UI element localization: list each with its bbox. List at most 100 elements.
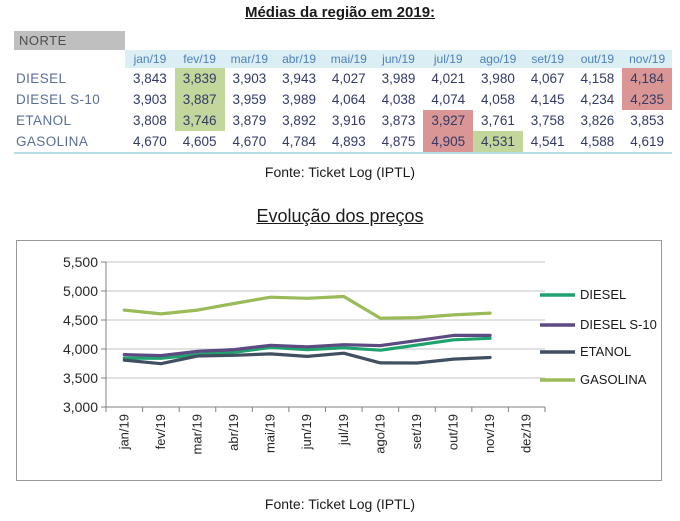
fuel-row-label: GASOLINA <box>16 134 89 149</box>
region-row-spacer <box>125 31 672 50</box>
value-cell: 3,959 <box>232 92 267 107</box>
y-axis-tick-label: 5,500 <box>63 254 98 270</box>
region-label: NORTE <box>14 31 126 50</box>
table-title: Médias da região em 2019: <box>244 4 436 21</box>
series-line-etanol <box>122 351 492 366</box>
fuel-row-label: DIESEL <box>16 71 67 86</box>
value-cell: 4,875 <box>381 134 416 149</box>
x-axis-tick-label: mar/19 <box>189 414 204 454</box>
x-axis-tick-label: ago/19 <box>372 414 387 454</box>
value-cell: 4,021 <box>431 71 466 86</box>
price-evolution-chart: 3,000 3,500 4,000 4,500 5,000 5,500 jan/19 fev/… <box>16 240 662 481</box>
x-axis-tick-label: jan/19 <box>116 414 131 450</box>
y-axis-tick-label: 3,000 <box>63 399 98 415</box>
month-header-cell: mar/19 <box>224 50 275 68</box>
value-cell: 3,892 <box>282 113 316 128</box>
y-axis-tick-label: 5,000 <box>63 283 98 299</box>
month-header-row: jan/19 fev/19 mar/19 abr/19 mai/19 jun/19 jul/… <box>14 50 672 68</box>
value-cell: 4,234 <box>580 92 615 107</box>
value-cell: 3,943 <box>282 71 316 86</box>
value-cell-min-highlight: 3,839 <box>174 68 225 89</box>
value-cell: 4,158 <box>580 71 615 86</box>
value-cell: 3,761 <box>481 113 515 128</box>
value-cell: 3,903 <box>232 71 267 86</box>
value-cell: 3,808 <box>133 113 167 128</box>
value-cell-max-highlight: 3,927 <box>423 110 474 131</box>
series-line-gasolina <box>122 294 492 320</box>
value-cell-min-highlight: 4,531 <box>473 131 523 153</box>
fuel-row-label: DIESEL S-10 <box>16 92 101 107</box>
value-cell: 4,027 <box>331 71 366 86</box>
x-axis-tick-label: jul/19 <box>336 414 351 446</box>
value-cell: 3,758 <box>530 113 565 128</box>
value-cell: 4,588 <box>580 134 615 149</box>
x-axis-tick-label: jun/19 <box>299 414 314 450</box>
header-corner-cell <box>14 50 125 68</box>
legend-label: ETANOL <box>580 344 631 359</box>
source-note-bottom: Fonte: Ticket Log (IPTL) <box>264 496 416 512</box>
value-cell: 4,893 <box>331 134 366 149</box>
value-cell: 4,074 <box>431 92 466 107</box>
x-axis-tick-label: fev/19 <box>153 414 168 449</box>
value-cell: 4,670 <box>232 134 267 149</box>
region-header-row: NORTE <box>14 31 672 50</box>
month-header-cell: nov/19 <box>622 50 672 68</box>
value-cell: 3,873 <box>381 113 416 128</box>
month-header-cell: abr/19 <box>274 50 324 68</box>
x-axis-tick-label: set/19 <box>409 414 424 449</box>
value-cell-max-highlight: 4,184 <box>622 68 672 89</box>
value-cell: 3,916 <box>331 113 366 128</box>
month-header-cell: fev/19 <box>174 50 225 68</box>
month-header-cell: out/19 <box>572 50 623 68</box>
value-cell: 4,619 <box>630 134 665 149</box>
chart-title: Evolução dos preços <box>256 206 424 226</box>
value-cell: 4,605 <box>182 134 217 149</box>
series-line-diesel <box>122 336 492 360</box>
value-cell: 4,670 <box>133 134 167 149</box>
legend-label: GASOLINA <box>580 372 647 387</box>
x-axis-tick-label: out/19 <box>446 414 461 450</box>
month-header-cell: ago/19 <box>473 50 523 68</box>
value-cell-max-highlight: 4,235 <box>622 89 672 110</box>
value-cell-max-highlight: 4,905 <box>423 131 474 153</box>
series-line-diesel-s-10 <box>122 333 492 358</box>
value-cell: 4,784 <box>282 134 316 149</box>
value-cell: 4,541 <box>530 134 565 149</box>
value-cell: 3,879 <box>232 113 267 128</box>
y-axis-tick-label: 4,000 <box>63 341 98 357</box>
region-price-table: NORTE jan/19 fev/19 mar/19 abr/19 mai/19 jun/1… <box>14 31 672 154</box>
value-cell: 4,145 <box>530 92 565 107</box>
fuel-row-label: ETANOL <box>16 113 72 128</box>
value-cell: 4,058 <box>481 92 515 107</box>
month-header-cell: jun/19 <box>373 50 424 68</box>
value-cell: 4,064 <box>331 92 366 107</box>
value-cell: 3,989 <box>282 92 316 107</box>
table-row: DIESEL 3,843 3,839 3,903 3,943 4,027 3,989 4,02… <box>14 68 672 89</box>
source-note-top: Fonte: Ticket Log (IPTL) <box>264 164 416 180</box>
legend-label: DIESEL <box>580 287 626 302</box>
value-cell: 3,843 <box>133 71 167 86</box>
month-header-cell: jul/19 <box>423 50 474 68</box>
value-cell: 3,989 <box>381 71 416 86</box>
month-header-cell: mai/19 <box>323 50 374 68</box>
x-axis-tick-label: abr/19 <box>226 414 241 451</box>
value-cell: 4,067 <box>530 71 565 86</box>
value-cell: 3,853 <box>630 113 665 128</box>
table-row: ETANOL 3,808 3,746 3,879 3,892 3,916 3,873 3,92… <box>14 110 672 131</box>
value-cell: 3,826 <box>580 113 615 128</box>
table-row: DIESEL S-10 3,903 3,887 3,959 3,989 4,064 4,03… <box>14 89 672 110</box>
value-cell-min-highlight: 3,887 <box>174 89 225 110</box>
value-cell: 3,903 <box>133 92 167 107</box>
y-axis-tick-label: 4,500 <box>63 312 98 328</box>
x-axis-tick-label: dez/19 <box>519 414 534 453</box>
x-axis-tick-label: mai/19 <box>263 414 278 453</box>
y-axis-tick-label: 3,500 <box>63 370 98 386</box>
legend-label: DIESEL S-10 <box>580 317 657 332</box>
x-axis-tick-label: nov/19 <box>482 414 497 453</box>
month-header-cell: jan/19 <box>125 50 175 68</box>
value-cell: 4,038 <box>381 92 416 107</box>
prices-table: NORTE jan/19 fev/19 mar/19 abr/19 mai/19 jun/1… <box>14 31 672 154</box>
line-chart-canvas: 3,000 3,500 4,000 4,500 5,000 5,500 jan/19 fev/… <box>63 254 657 454</box>
value-cell: 3,980 <box>481 71 515 86</box>
month-header-cell: set/19 <box>522 50 573 68</box>
